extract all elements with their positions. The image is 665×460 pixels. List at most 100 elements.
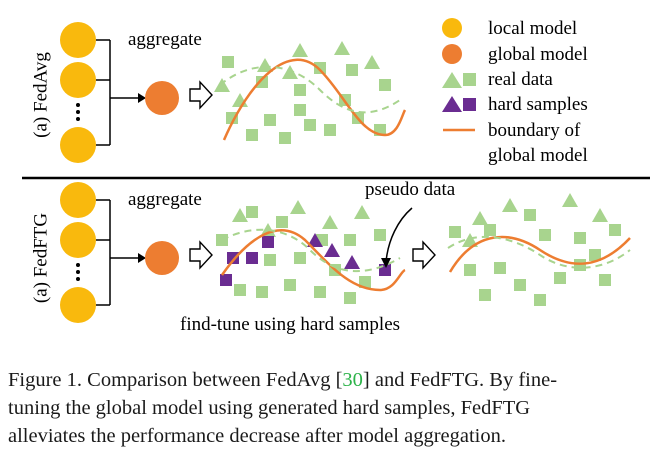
caption-line: tuning the global model using generated … [8, 397, 530, 419]
legend-text: global model [488, 145, 588, 166]
arrow [189, 80, 213, 110]
square [449, 226, 461, 238]
triangle [322, 215, 338, 229]
legend-text: local model [488, 18, 577, 39]
square [227, 252, 239, 264]
legend-text: hard samples [488, 94, 588, 115]
legend-text: global model [488, 44, 588, 65]
square [484, 224, 496, 236]
panel-label: (a) FedAvg [30, 52, 51, 138]
square [344, 292, 356, 304]
legend-real-icon [463, 73, 476, 86]
square [514, 279, 526, 291]
arrowhead [381, 258, 391, 268]
square [534, 294, 546, 306]
square [294, 252, 306, 264]
caption-line: alleviates the performance decrease afte… [8, 425, 506, 447]
dashed-boundary [219, 65, 401, 114]
dot [76, 110, 80, 114]
triangle [354, 205, 370, 219]
dashed-boundary [221, 228, 401, 273]
local-model [60, 222, 96, 258]
square [279, 132, 291, 144]
square [264, 254, 276, 266]
arrow [412, 240, 436, 270]
finetune-label: find-tune using hard samples [180, 314, 400, 335]
square [314, 286, 326, 298]
square [246, 129, 258, 141]
triangle [290, 200, 306, 214]
citation[interactable]: 30 [342, 369, 363, 391]
triangle [592, 208, 608, 222]
triangle [344, 255, 360, 269]
square [379, 79, 391, 91]
arrowhead [138, 93, 146, 103]
square [344, 234, 356, 246]
legend-real-icon [442, 72, 462, 88]
square [294, 84, 306, 96]
square [574, 232, 586, 244]
square [554, 272, 566, 284]
square [246, 252, 258, 264]
square [262, 236, 274, 248]
square [609, 224, 621, 236]
dot [76, 263, 80, 267]
global-model [145, 241, 179, 275]
square [284, 279, 296, 291]
triangle [462, 233, 478, 247]
triangle [214, 78, 230, 92]
triangle [307, 233, 323, 247]
boundary [448, 235, 631, 273]
boundary [222, 58, 407, 141]
triangle [334, 41, 350, 55]
legend-text: real data [488, 69, 553, 90]
square [599, 274, 611, 286]
aggregate-label: aggregate [128, 189, 202, 210]
triangle [282, 65, 298, 79]
triangle [257, 58, 273, 72]
square [246, 206, 258, 218]
square [346, 64, 358, 76]
dashed-boundary [447, 235, 631, 269]
triangle [324, 243, 340, 257]
local-model [60, 22, 96, 58]
dot [76, 117, 80, 121]
caption-text: ] and FedFTG. By fine- [363, 369, 557, 391]
square [479, 289, 491, 301]
square [314, 62, 326, 74]
square [539, 229, 551, 241]
arrowhead [138, 253, 146, 263]
legend-text: boundary of [488, 120, 581, 141]
triangle [292, 43, 308, 57]
triangle [502, 198, 518, 212]
caption-line: Figure 1. Comparison between FedAvg [30]… [8, 369, 557, 391]
legend-hard-icon [463, 98, 476, 111]
pointer [385, 207, 413, 263]
local-model [60, 62, 96, 98]
caption-text: Figure 1. Comparison between FedAvg [ [8, 369, 343, 391]
square [359, 276, 371, 288]
triangle [472, 211, 488, 225]
local-model [60, 127, 96, 163]
aggregate-label: aggregate [128, 29, 202, 50]
local-model [60, 182, 96, 218]
legend-local-icon [442, 18, 462, 38]
triangle [232, 208, 248, 222]
square [222, 56, 234, 68]
square [494, 262, 506, 274]
square [294, 104, 306, 116]
dot [76, 277, 80, 281]
arrow [189, 240, 213, 270]
legend: local model global model real data hard … [442, 18, 588, 166]
square [574, 259, 586, 271]
square [464, 264, 476, 276]
global-model [145, 81, 179, 115]
square [220, 274, 232, 286]
local-model [60, 287, 96, 323]
legend-global-icon [442, 44, 462, 64]
triangle [364, 55, 380, 69]
square [324, 124, 336, 136]
legend-hard-icon [442, 96, 462, 112]
pseudo-data-label: pseudo data [365, 179, 456, 200]
